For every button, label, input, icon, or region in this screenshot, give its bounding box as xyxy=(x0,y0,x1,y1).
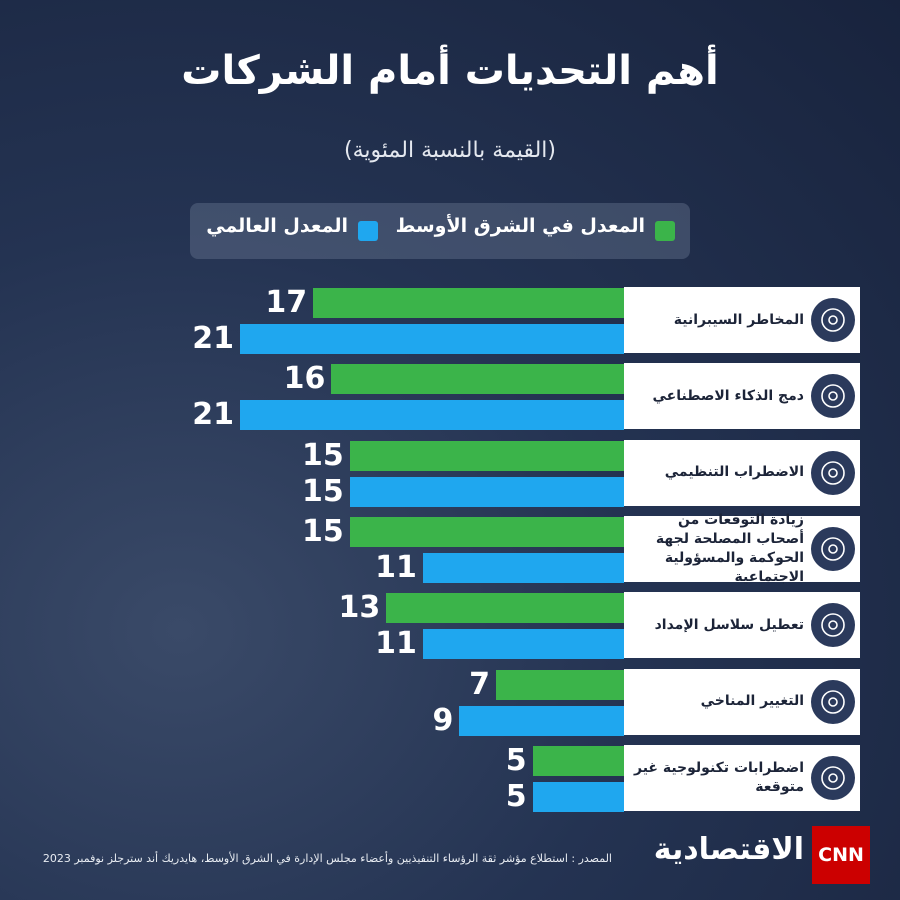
bar xyxy=(496,669,624,700)
chart-subtitle: (القيمة بالنسبة المئوية) xyxy=(344,138,556,163)
data-label: 5 xyxy=(505,778,527,814)
category-label: التغيير المناخي xyxy=(700,693,804,710)
bar xyxy=(331,364,624,395)
category-box: دمج الذكاء الاصطناعي xyxy=(624,363,860,430)
bar xyxy=(532,781,624,812)
bar xyxy=(349,516,624,547)
category-box: تعطيل سلاسل الإمداد xyxy=(624,592,860,659)
category-label: الاضطراب التنظيمي xyxy=(664,464,804,481)
category-label: اضطرابات تكنولوجية غير متوقعة xyxy=(633,759,804,795)
category-box: اضطرابات تكنولوجية غير متوقعة xyxy=(624,744,860,811)
data-label: 15 xyxy=(301,437,344,473)
data-label: 7 xyxy=(469,666,490,702)
category-label: دمج الذكاء الاصطناعي xyxy=(652,387,804,404)
category-label: زيادة التوقعات من أصحاب المصلحة لجهة الح… xyxy=(655,512,804,585)
bar xyxy=(422,552,624,583)
legend-swatch xyxy=(358,221,378,241)
data-label: 5 xyxy=(505,742,527,778)
data-label: 15 xyxy=(301,473,344,509)
data-label: 13 xyxy=(338,590,381,626)
data-label: 17 xyxy=(265,285,308,320)
logo: CNN xyxy=(812,826,870,884)
category-box: زيادة التوقعات من أصحاب المصلحة لجهة الح… xyxy=(624,512,860,585)
bar xyxy=(422,629,624,660)
bar xyxy=(240,324,624,354)
legend-swatch xyxy=(655,221,675,241)
bar xyxy=(313,288,624,318)
bar xyxy=(386,593,624,624)
legend-label: المعدل في الشرق الأوسط xyxy=(395,215,645,237)
data-label: 21 xyxy=(192,397,234,433)
data-label: 15 xyxy=(301,513,344,549)
legend-label: المعدل العالمي xyxy=(206,215,348,237)
source-note: المصدر : استطلاع مؤشر ثقة الرؤساء التنفي… xyxy=(42,852,612,865)
data-label: 16 xyxy=(283,361,326,397)
category-box: المخاطر السيبرانية xyxy=(624,287,860,353)
category-box: التغيير المناخي xyxy=(624,668,860,735)
data-label: 11 xyxy=(375,549,417,585)
chart-title: أهم التحديات أمام الشركات xyxy=(181,48,719,94)
category-label: تعطيل سلاسل الإمداد xyxy=(654,616,804,633)
bar xyxy=(349,440,624,471)
bar xyxy=(532,745,624,776)
category-box: الاضطراب التنظيمي xyxy=(624,439,860,506)
data-label: 9 xyxy=(432,702,454,738)
bar xyxy=(459,705,624,736)
legend: المعدل في الشرق الأوسط المعدل العالمي xyxy=(190,203,690,259)
brand-name: الاقتصادية xyxy=(653,832,804,867)
bar xyxy=(349,476,624,507)
data-label: 11 xyxy=(375,626,417,662)
bar xyxy=(240,400,624,431)
data-label: 21 xyxy=(192,321,234,356)
category-label: المخاطر السيبرانية xyxy=(673,311,804,328)
